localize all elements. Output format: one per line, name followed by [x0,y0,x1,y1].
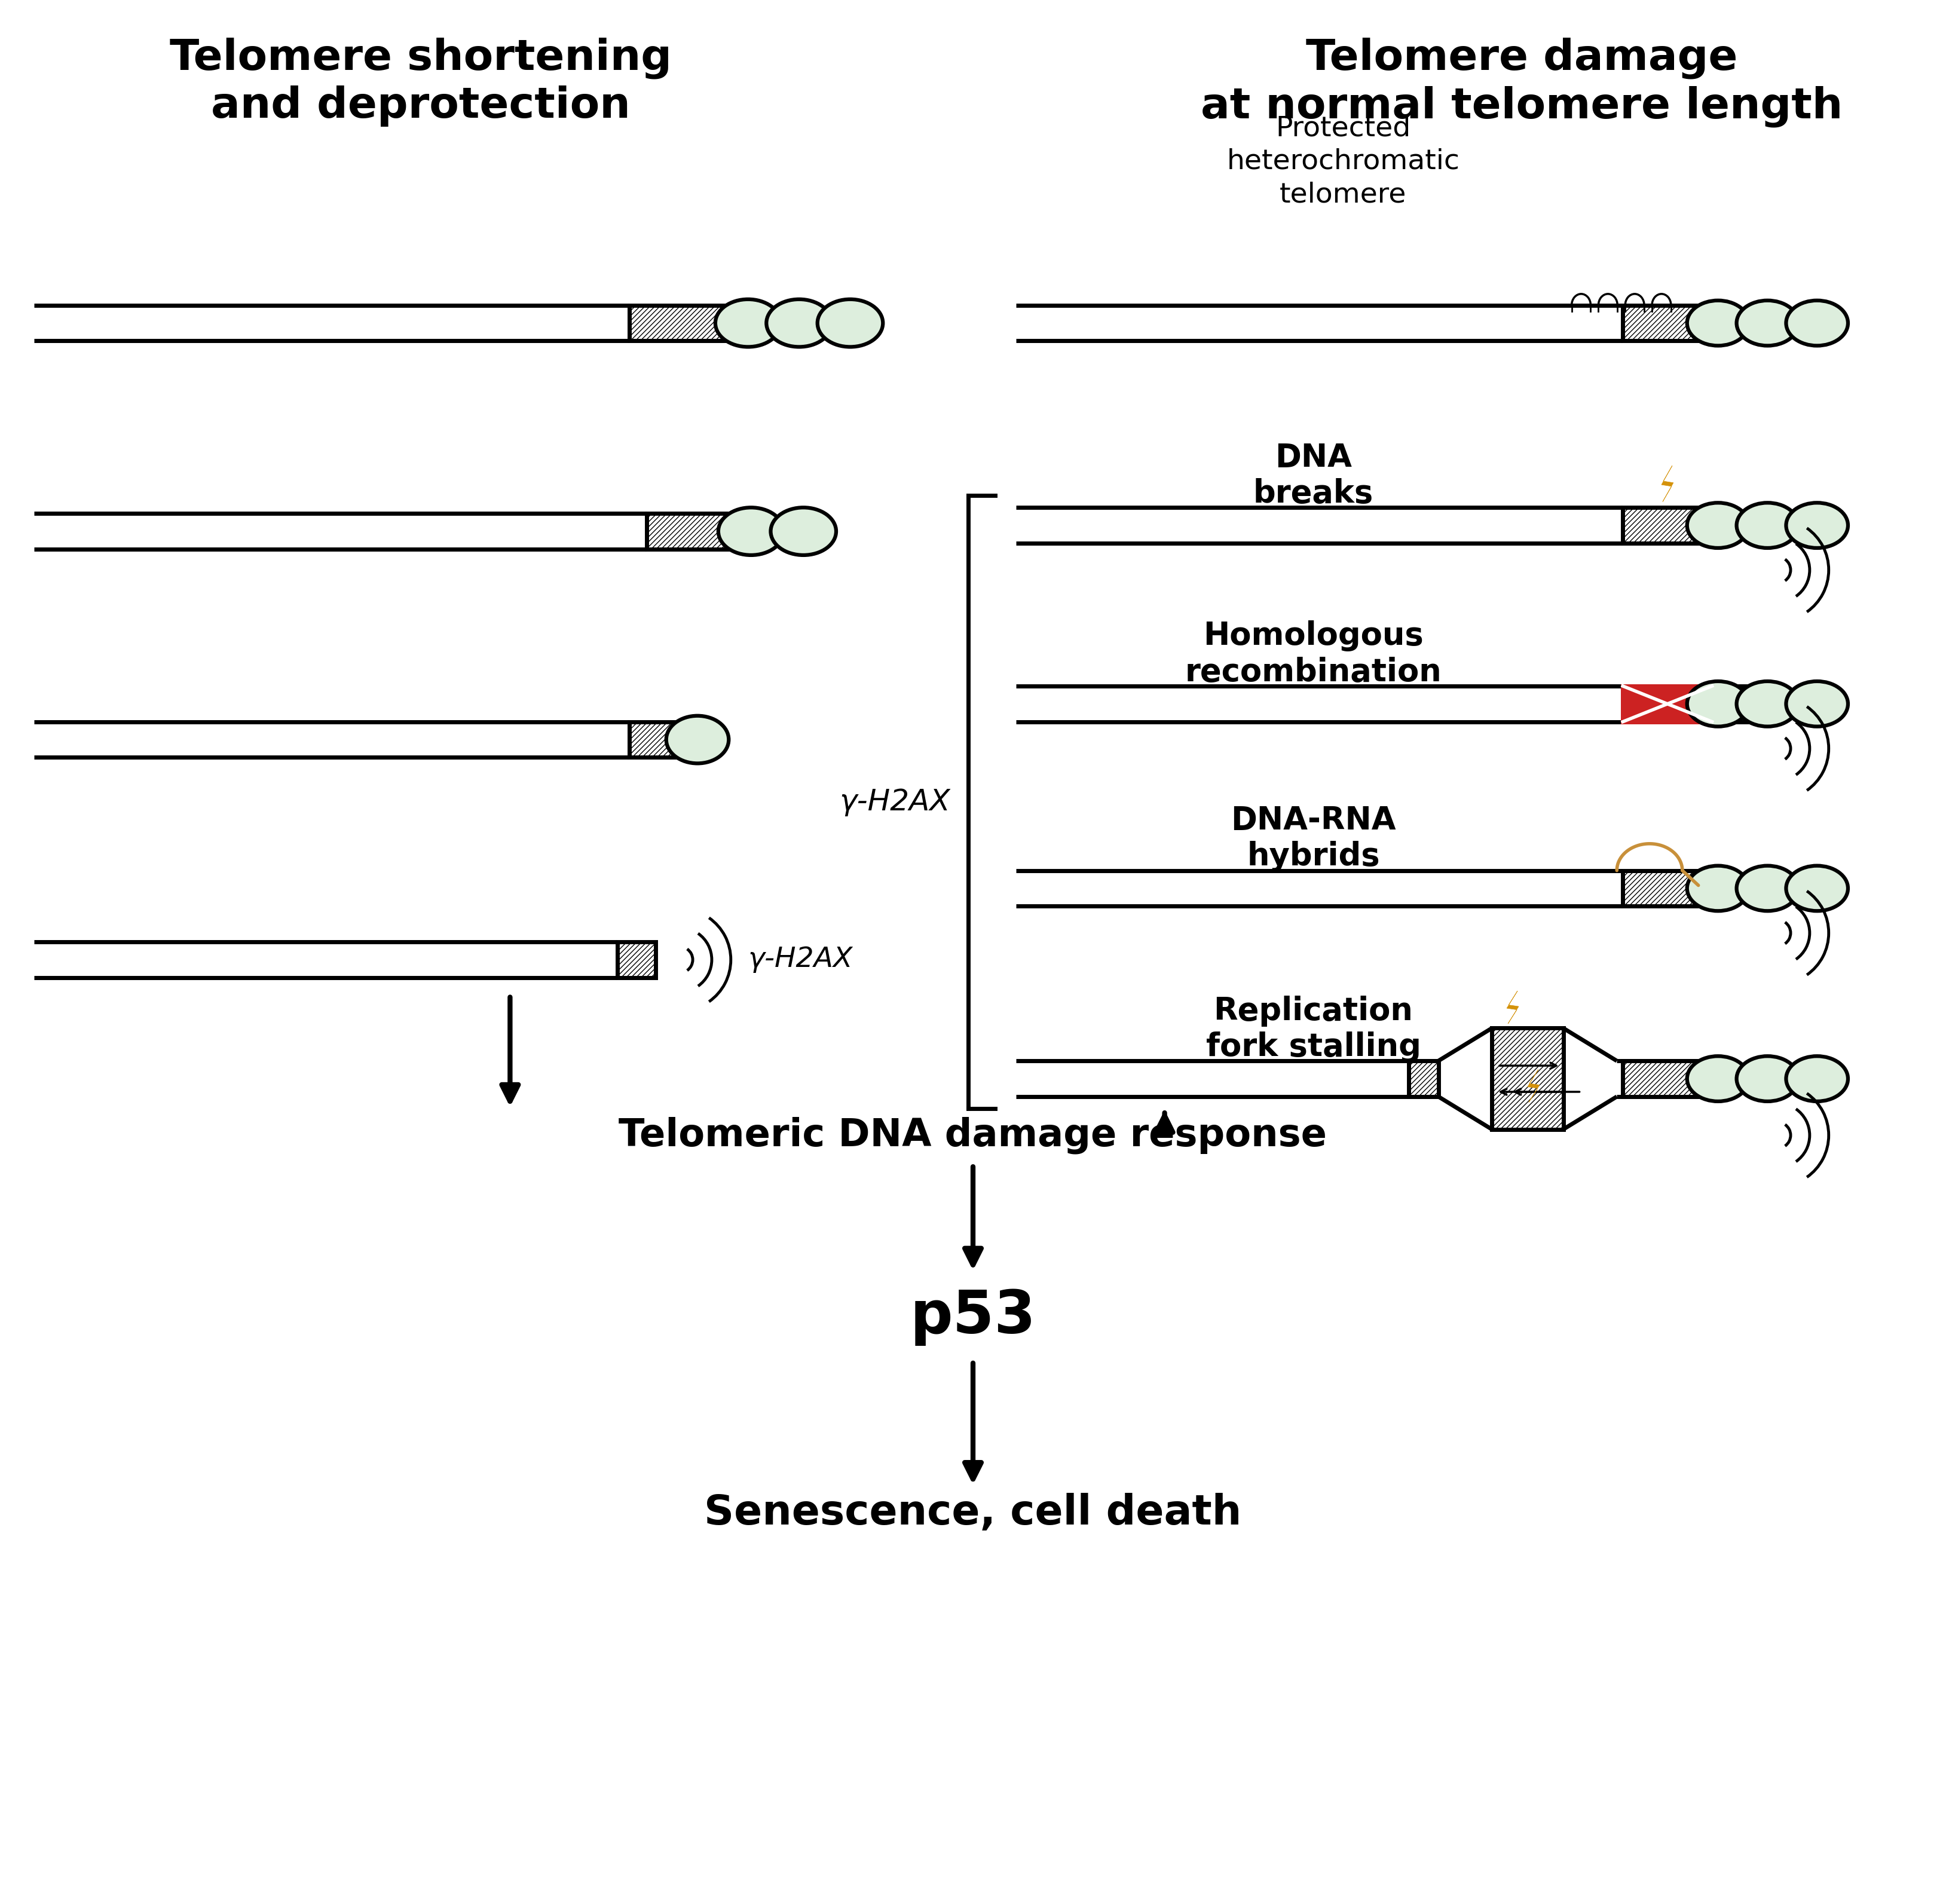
Ellipse shape [1736,503,1798,548]
Bar [1623,305,1712,341]
Ellipse shape [1786,503,1849,548]
Bar [1712,685,1765,722]
Text: Telomeric DNA damage response: Telomeric DNA damage response [619,1116,1327,1154]
Text: Telomere damage
at normal telomere length: Telomere damage at normal telomere lengt… [1201,38,1843,128]
Ellipse shape [716,299,780,347]
Bar [1409,1061,1438,1097]
Ellipse shape [1687,866,1749,910]
Text: DNA-RNA
hybrids: DNA-RNA hybrids [1230,805,1395,872]
Bar [1493,1028,1563,1129]
Ellipse shape [1786,866,1849,910]
Bar [1623,685,1712,722]
Ellipse shape [1687,682,1749,727]
Bar [629,305,736,341]
Ellipse shape [1687,503,1749,548]
Ellipse shape [1786,682,1849,727]
Ellipse shape [1786,301,1849,347]
Bar [1623,685,1712,722]
Text: Telomere shortening
and deprotection: Telomere shortening and deprotection [169,38,671,128]
Text: Replication
fork stalling: Replication fork stalling [1207,996,1421,1062]
Text: DNA
breaks: DNA breaks [1253,442,1374,508]
Bar [646,514,736,548]
Polygon shape [1662,466,1674,503]
Text: γ-H2AX: γ-H2AX [747,946,852,973]
Polygon shape [1506,990,1518,1024]
Ellipse shape [1736,682,1798,727]
Text: Protected
heterochromatic
telomere: Protected heterochromatic telomere [1226,114,1460,208]
Ellipse shape [1736,866,1798,910]
Text: p53: p53 [911,1287,1035,1346]
Ellipse shape [666,716,728,764]
Bar [629,722,683,758]
Text: Senescence, cell death: Senescence, cell death [704,1493,1242,1533]
Ellipse shape [1736,301,1798,347]
Bar [1623,1061,1712,1097]
Polygon shape [1528,1070,1539,1102]
Ellipse shape [1687,301,1749,347]
Ellipse shape [718,508,784,556]
Bar [617,942,656,977]
Ellipse shape [771,508,837,556]
Text: Homologous
recombination: Homologous recombination [1185,621,1442,687]
Ellipse shape [767,299,831,347]
Ellipse shape [817,299,883,347]
Ellipse shape [1687,1057,1749,1101]
Bar [1623,508,1712,543]
Bar [1623,870,1712,906]
Ellipse shape [1736,1057,1798,1101]
Text: γ-H2AX: γ-H2AX [839,788,950,817]
Ellipse shape [1786,1057,1849,1101]
